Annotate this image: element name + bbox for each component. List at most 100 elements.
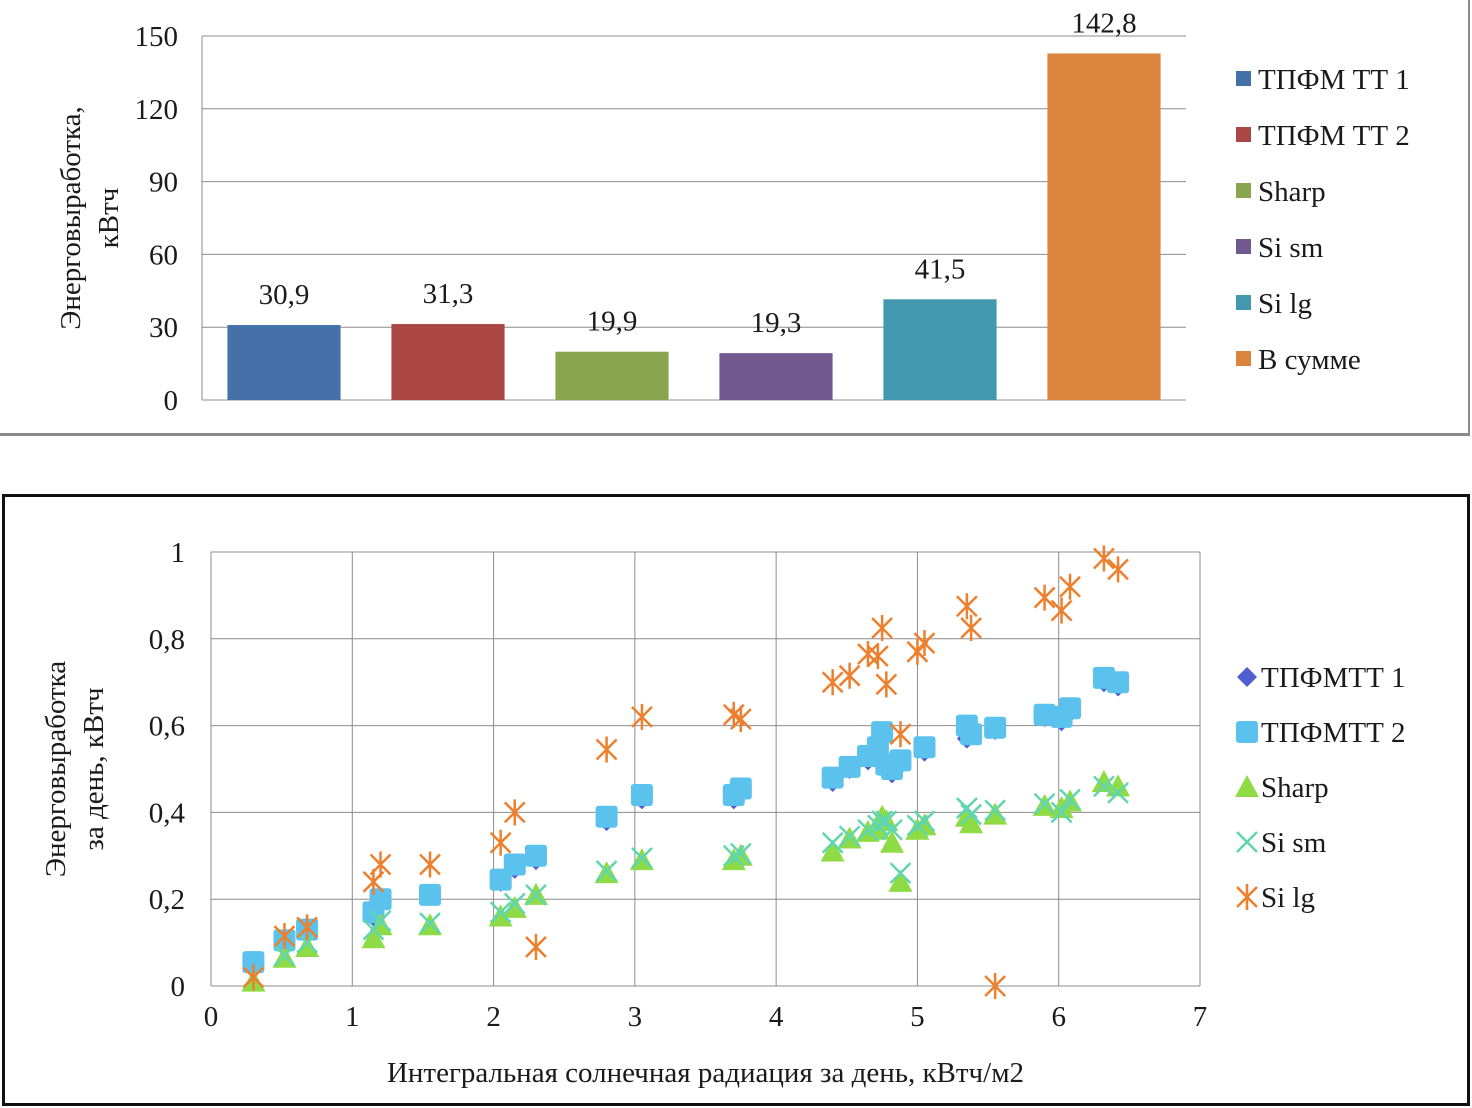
bar-legend-label: ТПФМ ТТ 2 [1258,120,1410,152]
scatter-point [1107,556,1129,583]
scatter-y-tick-label: 0,8 [149,624,185,656]
scatter-point [729,706,752,733]
scatter-point [1033,703,1056,726]
scatter-point [912,813,937,836]
scatter-point [955,797,978,819]
scatter-point [879,830,904,853]
scatter-x-axis-label: Интегральная солнечная радиация за день,… [387,1057,1024,1089]
bar-value-label: 30,9 [259,279,310,311]
bar-chart-panel: 0 30 60 90 120 150 30,9 31,3 19,9 19,3 41,5 142,8 … [0,0,1470,436]
scatter-point [1059,573,1081,600]
scatter-series-5 [242,545,1129,999]
bar-legend-swatch [1236,183,1251,198]
scatter-point [1093,775,1115,798]
scatter-point [419,851,441,878]
scatter-point [1059,788,1081,811]
scatter-point [1033,792,1056,815]
scatter-point [984,799,1007,822]
scatter-point [888,869,913,892]
bar-legend-label: ТПФМ ТТ 1 [1258,64,1410,96]
scatter-point [1107,671,1130,694]
scatter-point [502,895,527,918]
scatter-point [722,844,745,867]
scatter-x-tick-label: 0 [204,1001,219,1033]
scatter-y-tick-label: 0,6 [149,711,185,743]
scatter-point [820,839,845,862]
scatter-x-tick-label: 4 [769,1001,784,1033]
bar-legend-swatch [1236,71,1251,86]
scatter-point [875,671,898,698]
scatter-x-tick-label: 5 [910,1001,925,1033]
bar-4 [719,353,833,400]
scatter-x-tick-label: 6 [1051,1001,1066,1033]
scatter-point [913,810,936,832]
scatter-point [242,964,265,991]
scatter-point [1059,697,1082,720]
scatter-point [489,901,512,924]
scatter-point [595,805,618,828]
scatter-point [984,716,1007,739]
scatter-point [959,811,984,834]
scatter-point [960,723,983,746]
scatter-legend-label: Si sm [1261,827,1327,859]
scatter-point [838,825,861,848]
scatter-point [881,818,903,841]
scatter-point [889,862,912,885]
bar-y-tick-label: 150 [135,21,179,53]
scatter-point [631,703,653,730]
scatter-point [525,933,547,960]
bar-y-axis-ticks: 0 30 60 90 120 150 [135,21,179,417]
bar-legend: ТПФМ ТТ 1 ТПФМ ТТ 2 Sharp Si sm Si lg В сумме [1236,64,1410,376]
bar-value-label: 41,5 [915,253,966,285]
bar-value-labels: 30,9 31,3 19,9 19,3 41,5 142,8 [259,7,1137,339]
bar-legend-label: Si lg [1258,288,1312,320]
scatter-point [488,904,513,927]
scatter-point [960,803,983,826]
scatter-legend-marker [1237,667,1257,687]
scatter-point [369,910,392,932]
bar-legend-swatch [1236,351,1251,366]
bar-gridlines [201,35,1186,401]
scatter-point [913,736,936,759]
scatter-point [595,860,618,882]
scatter-y-tick-label: 0 [171,971,186,1003]
scatter-point [273,944,296,967]
scatter-point [295,934,320,957]
scatter-point [595,736,618,763]
scatter-point [913,630,936,657]
scatter-legend-marker [1236,721,1258,743]
scatter-legend-marker [1236,831,1258,853]
scatter-point [821,831,844,854]
scatter-point [821,766,844,789]
bar-legend-label: Sharp [1258,176,1326,208]
scatter-point [369,888,392,911]
scatter-point [630,784,653,807]
scatter-y-tick-label: 1 [171,537,186,569]
bar-legend-swatch [1236,295,1251,310]
scatter-point [729,777,752,800]
scatter-legend-label: Si lg [1261,882,1315,914]
scatter-point [906,814,929,837]
scatter-legend-marker [1236,884,1258,910]
scatter-point [1050,801,1073,824]
scatter-point [525,883,547,906]
scatter-point [866,643,889,670]
scatter-point [418,883,441,906]
scatter-chart-panel: 0 1 2 3 4 5 6 7 0 0,2 0,4 0,6 0,8 1 ТПФМТТ 1 ТПФМТТ 2 S… [2,494,1470,1106]
scatter-point [369,851,392,878]
scatter-point [821,669,844,696]
bar-y-tick-label: 90 [149,167,178,199]
scatter-point [1050,597,1073,624]
scatter-y-tick-label: 0,2 [149,884,185,916]
scatter-point [1091,770,1116,793]
scatter-legend-label: ТПФМТТ 1 [1261,662,1406,694]
scatter-axis-ticks: 0 1 2 3 4 5 6 7 0 0,2 0,4 0,6 0,8 1 [149,537,1208,1033]
bar-value-label: 19,9 [587,306,638,338]
scatter-gridlines [210,551,1201,987]
bar-y-tick-label: 120 [135,94,179,126]
bar-y-tick-label: 60 [149,239,178,271]
scatter-point [889,721,912,748]
scatter-point [503,799,526,826]
scatter-legend-label: Sharp [1261,772,1329,804]
